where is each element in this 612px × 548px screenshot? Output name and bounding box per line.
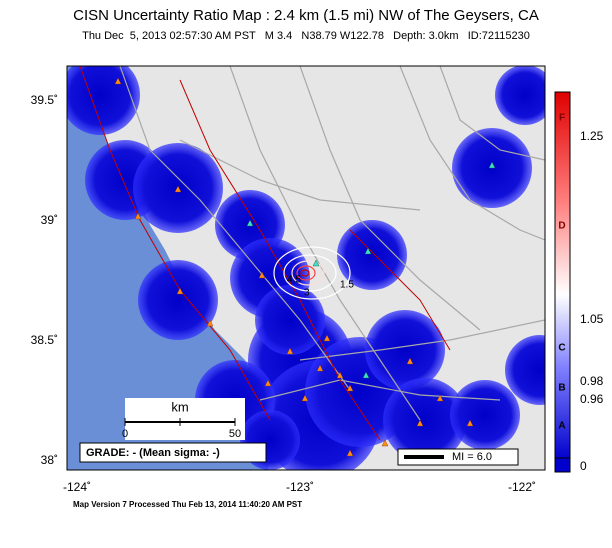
grade-box [79,442,267,463]
lon-label: -124˚ [63,480,91,494]
mi-legend: MI = 6.0 [452,451,492,463]
colorbar-tick: 0 [580,459,587,473]
lat-labels: 39.5˚ 39˚ 38.5˚ 38˚ [31,93,58,467]
contour-label: 3 [304,288,310,299]
lat-label: 39˚ [41,213,58,227]
grade: GRADE: - (Mean sigma: -) [86,447,220,459]
scale-end: 50 [229,428,241,440]
lat-label: 38˚ [41,453,58,467]
grade-letter: C [558,343,565,354]
colorbar-zero [554,457,571,473]
map: 1.5 3 4.5 km 0 50 GRADE: - (Mean sigma: … [67,66,545,470]
grade-letter: A [558,421,565,432]
lat-label: 38.5˚ [31,333,58,347]
lon-label: -123˚ [286,480,314,494]
lon-label: -122˚ [508,480,536,494]
scale-unit: km [171,399,188,414]
contours [273,246,351,300]
colorbar-tick: 1.25 [580,129,604,143]
colorbar-grades: F D C B A [558,113,565,432]
title: CISN Uncertainty Ratio Map : 2.4 km (1.5… [73,7,539,24]
lat-label: 39.5˚ [31,93,58,107]
scale-start: 0 [122,428,128,440]
colorbar-tick: 0.96 [580,392,604,406]
grade-letter: B [558,383,565,394]
contour-label: 1.5 [340,280,354,291]
colorbar [554,91,571,461]
lon-labels: -124˚ -123˚ -122˚ [63,480,536,494]
mi-box [397,448,519,466]
grade-letter: F [559,113,565,124]
subtitle: Thu Dec 5, 2013 02:57:30 AM PST M 3.4 N3… [82,30,530,42]
scale-box [125,398,245,440]
faults [79,66,451,441]
colorbar-tick: 0.98 [580,374,604,388]
contour-label: 4.5 [287,275,301,286]
colorbar-tick: 1.05 [580,312,604,326]
colorbar-ticks: 1.25 1.05 0.98 0.96 0 [580,129,604,473]
grade-letter: D [558,221,565,232]
map-frame [66,65,546,471]
footer: Map Version 7 Processed Thu Feb 13, 2014… [73,500,302,509]
